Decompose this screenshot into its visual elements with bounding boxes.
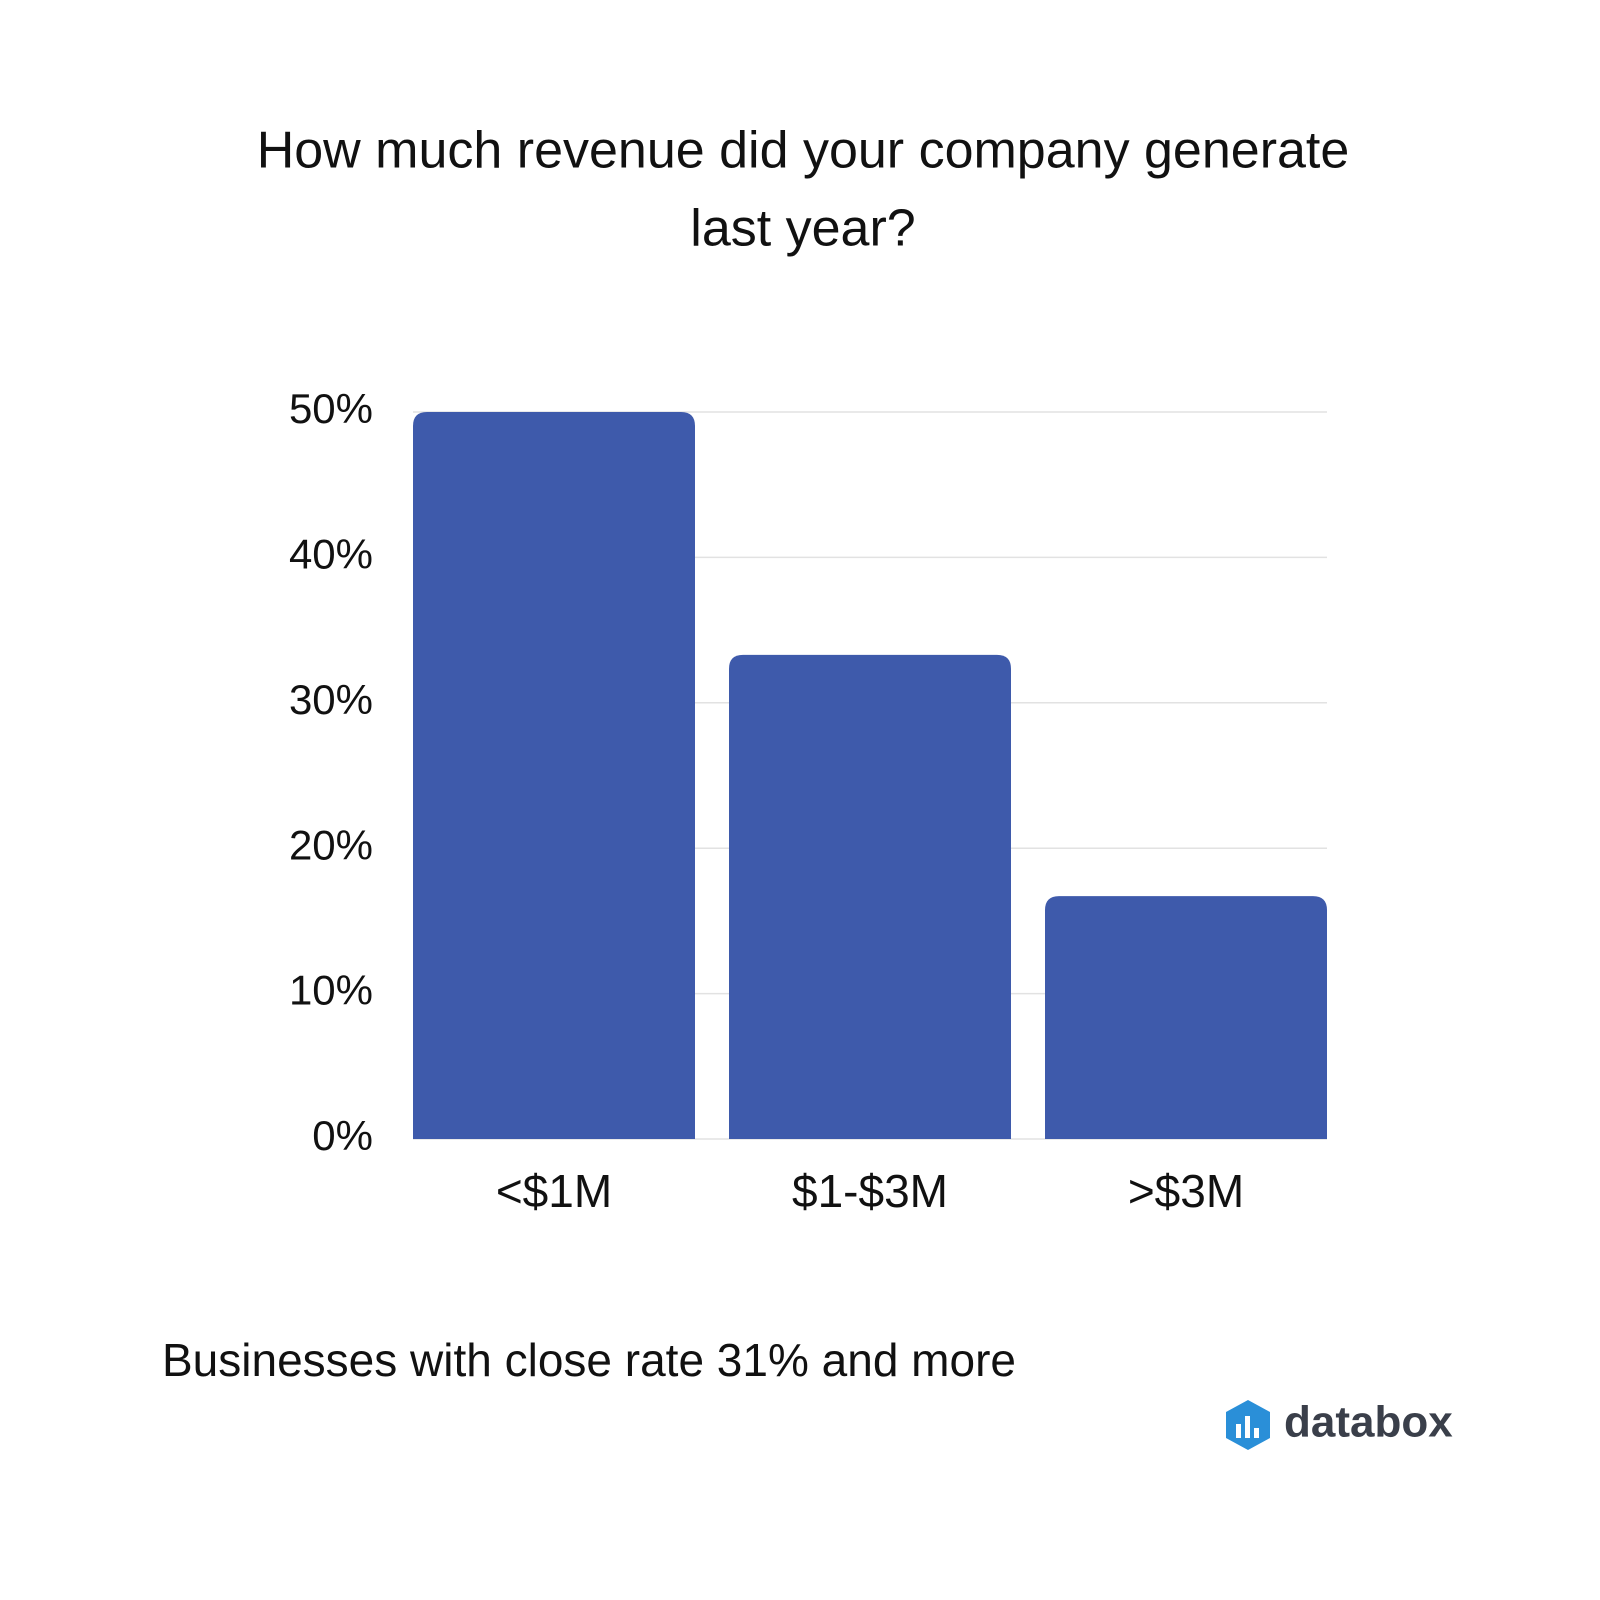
brand-name: databox (1284, 1398, 1453, 1447)
y-tick-label: 50% (289, 385, 373, 432)
x-tick-label: >$3M (1128, 1165, 1244, 1217)
bar (1045, 896, 1327, 1139)
bar (413, 412, 695, 1139)
x-tick-label: <$1M (496, 1165, 612, 1217)
logo-icon (1236, 1424, 1241, 1438)
bar (729, 654, 1011, 1139)
x-tick-label: $1-$3M (792, 1165, 948, 1217)
y-tick-label: 0% (312, 1112, 373, 1159)
logo-icon (1245, 1416, 1250, 1438)
y-tick-label: 30% (289, 676, 373, 723)
chart-title: last year? (690, 200, 915, 258)
brand-logo: databox (1226, 1398, 1453, 1450)
chart-title: How much revenue did your company genera… (257, 122, 1350, 180)
y-tick-label: 10% (289, 967, 373, 1014)
logo-icon (1254, 1428, 1259, 1438)
y-tick-label: 40% (289, 530, 373, 577)
annotation: Businesses with close rate 31% and more (162, 1334, 1016, 1386)
y-tick-label: 20% (289, 821, 373, 868)
